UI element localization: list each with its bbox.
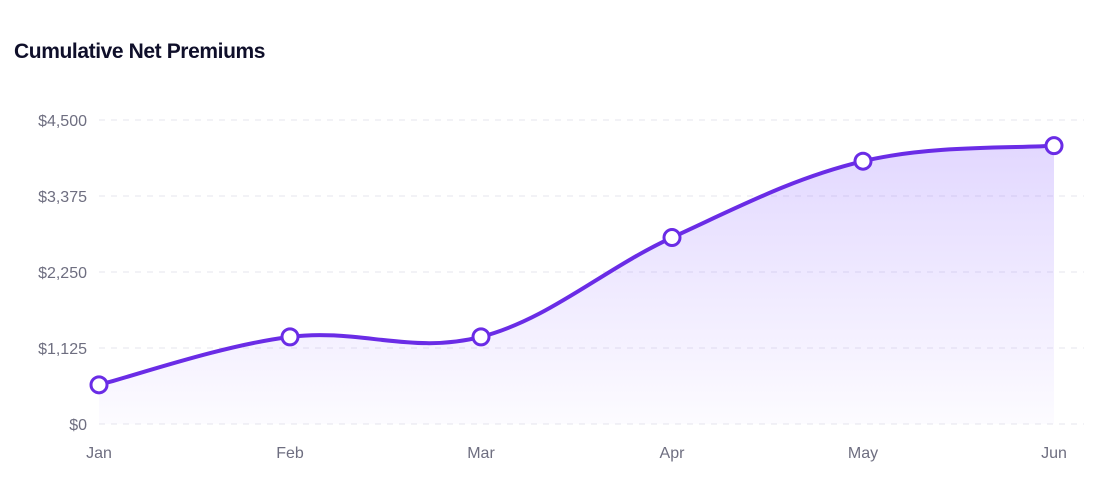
x-tick-label: Feb bbox=[276, 445, 304, 462]
y-tick-label: $4,500 bbox=[38, 113, 87, 130]
x-tick-label: May bbox=[848, 445, 878, 462]
x-tick-label: Mar bbox=[467, 445, 495, 462]
x-tick-label: Jun bbox=[1041, 445, 1067, 462]
series-area bbox=[99, 145, 1054, 424]
chart-title: Cumulative Net Premiums bbox=[14, 40, 266, 63]
y-tick-label: $0 bbox=[69, 417, 87, 434]
y-tick-label: $2,250 bbox=[38, 265, 87, 282]
data-point[interactable] bbox=[662, 228, 682, 248]
data-point[interactable] bbox=[1044, 136, 1064, 156]
y-tick-label: $3,375 bbox=[38, 189, 87, 206]
y-axis-ticks: $0 $1,125 $2,250 $3,375 $4,500 bbox=[38, 113, 87, 434]
area-fill bbox=[99, 145, 1054, 424]
y-tick-label: $1,125 bbox=[38, 341, 87, 358]
x-axis-ticks: Jan Feb Mar Apr May Jun bbox=[86, 445, 1067, 462]
x-tick-label: Apr bbox=[660, 445, 686, 462]
data-point[interactable] bbox=[853, 151, 873, 171]
x-tick-label: Jan bbox=[86, 445, 112, 462]
series-line-path bbox=[97, 143, 1056, 387]
series-line bbox=[97, 143, 1056, 387]
data-point[interactable] bbox=[471, 327, 491, 347]
data-points bbox=[89, 136, 1064, 395]
data-point[interactable] bbox=[89, 375, 109, 395]
data-point[interactable] bbox=[280, 327, 300, 347]
